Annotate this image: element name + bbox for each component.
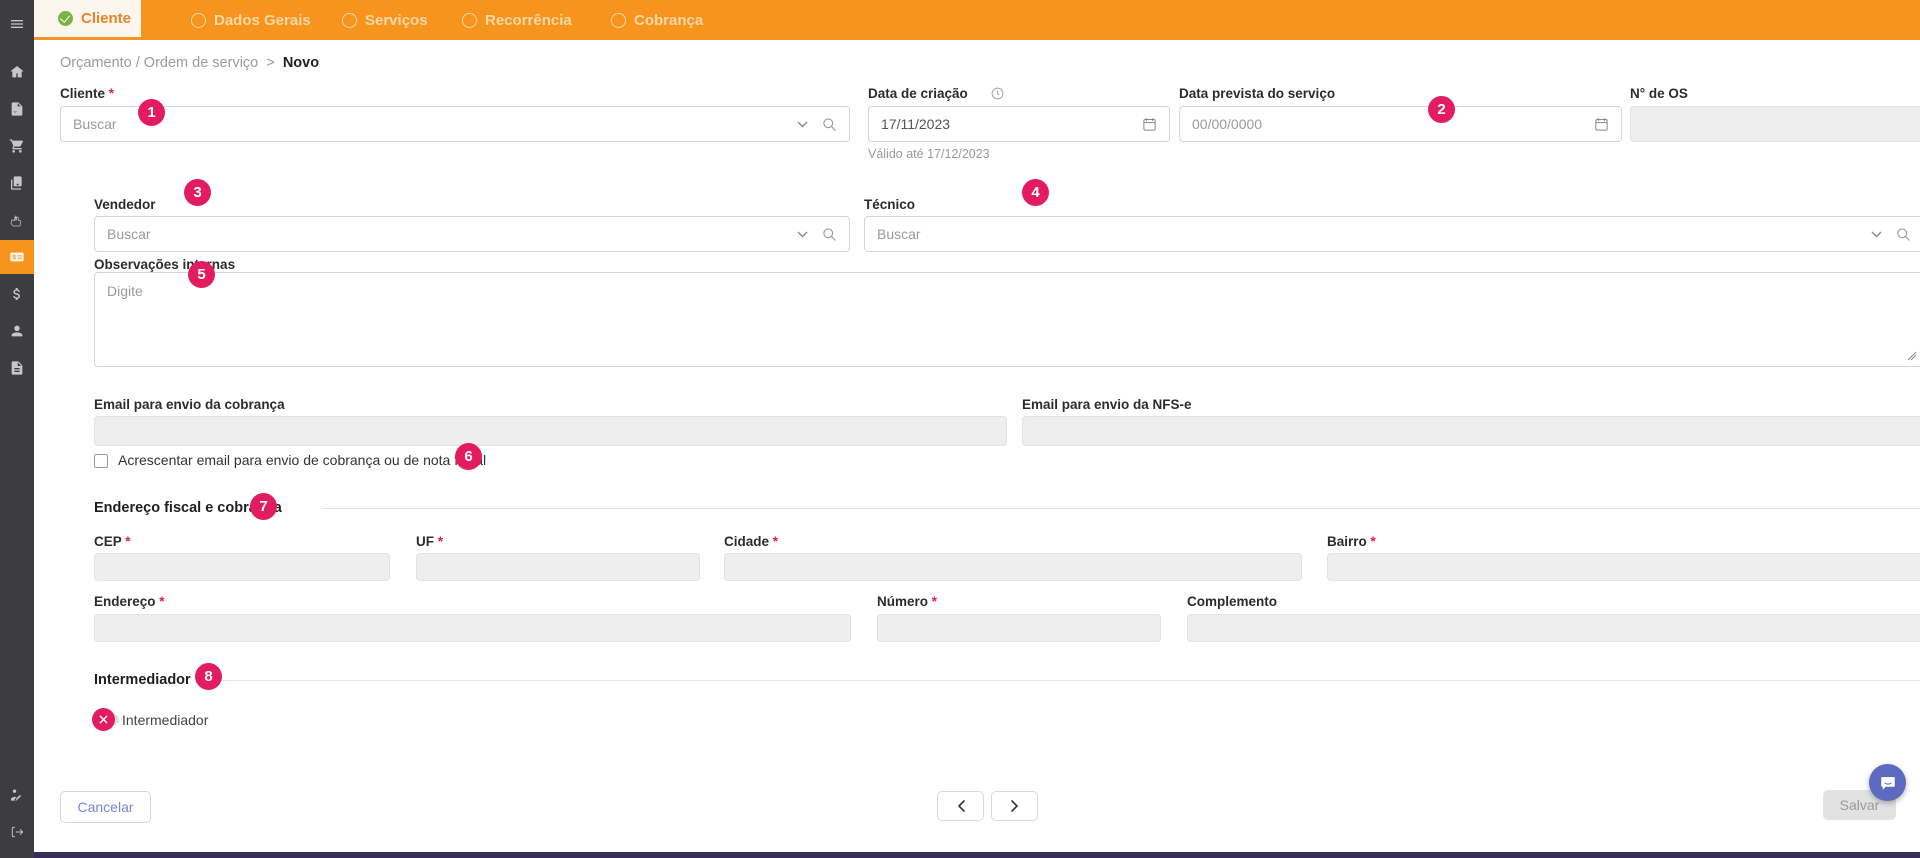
svg-text:$: $ xyxy=(13,254,17,261)
